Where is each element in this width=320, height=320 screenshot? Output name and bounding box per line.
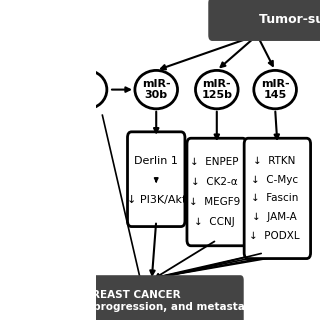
Text: ↓  RTKN: ↓ RTKN (253, 156, 296, 166)
Ellipse shape (196, 70, 238, 109)
Text: ↓  PODXL: ↓ PODXL (249, 231, 300, 241)
Text: ↓  CCNJ: ↓ CCNJ (194, 217, 235, 227)
Text: mIR-
145: mIR- 145 (261, 79, 290, 100)
Text: BREAST CANCER
( tumor growth, progression, and metastasis ): BREAST CANCER ( tumor growth, progressio… (0, 290, 269, 312)
Text: ↓  Fascin: ↓ Fascin (251, 193, 298, 204)
FancyBboxPatch shape (127, 132, 185, 227)
Text: mIR-
125b: mIR- 125b (201, 79, 232, 100)
Text: Derlin 1: Derlin 1 (134, 156, 178, 166)
Ellipse shape (254, 70, 296, 109)
FancyBboxPatch shape (244, 138, 311, 259)
Ellipse shape (135, 70, 178, 109)
Text: ↓  JAM-A: ↓ JAM-A (252, 212, 297, 222)
FancyBboxPatch shape (187, 138, 247, 246)
Text: ↓  CK2-α: ↓ CK2-α (191, 177, 237, 187)
FancyBboxPatch shape (208, 0, 320, 41)
Text: ↓  MEGF9: ↓ MEGF9 (188, 197, 240, 207)
Text: ↓ PI3K/Akt: ↓ PI3K/Akt (126, 195, 186, 205)
Text: Tumor-suppressive m: Tumor-suppressive m (260, 13, 320, 26)
Text: mIR-
30b: mIR- 30b (142, 79, 171, 100)
Ellipse shape (67, 70, 107, 109)
Text: ↓  ENPEP: ↓ ENPEP (190, 157, 238, 167)
Text: ↓  C-Myc: ↓ C-Myc (251, 175, 298, 185)
FancyBboxPatch shape (69, 275, 244, 320)
